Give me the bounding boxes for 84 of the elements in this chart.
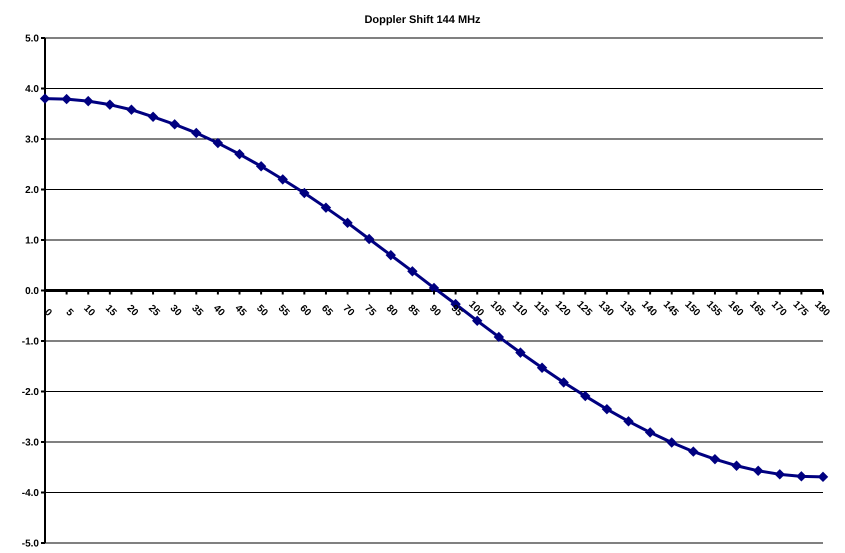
point [126,104,136,115]
x-tick-label: 120 [552,299,573,319]
x-tick-label: 105 [488,299,508,319]
y-tick-label: 1.0 [25,236,40,247]
x-tick-label: 135 [618,299,638,319]
x-tick-label: 35 [189,302,206,319]
x-tick-label: 50 [254,302,270,319]
x-tick-label: 85 [405,302,422,319]
point [710,454,720,464]
x-tick-label: 80 [384,302,400,319]
x-tick-label: 145 [660,299,681,319]
point [732,460,742,471]
point [170,119,180,130]
x-tick-label: 170 [768,299,789,319]
point [774,469,785,480]
y-tick-label: 0.0 [25,286,40,298]
x-tick-label: 90 [427,302,443,319]
x-tick-label: 100 [466,299,486,319]
x-tick-label: 45 [232,302,248,319]
x-tick-label: 25 [146,302,162,319]
x-tick-label: 65 [318,302,335,319]
point [342,218,353,228]
point [83,96,94,106]
x-tick-label: 115 [532,299,552,319]
point [299,188,310,198]
x-tick-label: 150 [682,299,702,319]
point [818,472,828,482]
y-tick-label: -5.0 [22,538,40,550]
point [386,250,396,260]
x-tick-label: 175 [790,299,810,319]
x-tick-label: 10 [81,302,98,319]
x-tick-label: 160 [726,299,746,319]
x-tick-label: 40 [210,302,227,319]
point [602,404,612,414]
x-tick-label: 180 [812,299,832,319]
point [256,161,266,172]
x-tick-label: 140 [639,299,660,319]
y-tick-label: -4.0 [22,488,40,500]
point [62,94,72,104]
x-tick-label: 130 [596,299,616,319]
y-tick-label: 2.0 [25,185,40,196]
point [212,138,223,148]
point [40,94,50,104]
y-tick-label: 3.0 [25,134,40,146]
x-tick-label: 155 [704,299,724,319]
y-tick-label: 5.0 [25,34,40,45]
x-tick-label: 95 [448,302,465,319]
chart-title: Doppler Shift 144 MHz [363,14,482,26]
y-tick-label: -3.0 [22,438,40,449]
point [234,149,244,160]
x-tick-label: 110 [510,299,530,319]
point [796,471,806,482]
point [666,438,677,448]
x-tick-label: 20 [124,302,140,319]
x-tick-label: 75 [362,302,378,319]
y-tick-label: -1.0 [22,336,40,348]
point [515,348,526,358]
point [429,282,439,293]
x-tick-label: 165 [747,299,768,319]
y-tick-label: 4.0 [25,84,40,96]
point [645,427,656,438]
point [148,112,158,122]
point [558,377,569,388]
y-tick-label: -2.0 [22,387,40,398]
point [278,174,288,184]
x-tick-label: 5 [64,306,76,319]
point [104,100,115,110]
x-tick-label: 60 [297,302,314,319]
x-tick-label: 70 [340,302,357,319]
x-tick-label: 55 [276,302,292,319]
point [494,332,504,342]
point [537,362,548,373]
point [364,234,374,244]
point [407,266,418,276]
x-tick-label: 125 [574,299,594,319]
point [753,466,764,476]
point [624,416,634,426]
point [580,391,590,402]
point [688,446,698,457]
x-tick-label: 30 [168,302,184,319]
point [191,128,202,138]
point [320,202,331,213]
x-tick-label: 15 [102,302,119,319]
point [472,316,482,326]
